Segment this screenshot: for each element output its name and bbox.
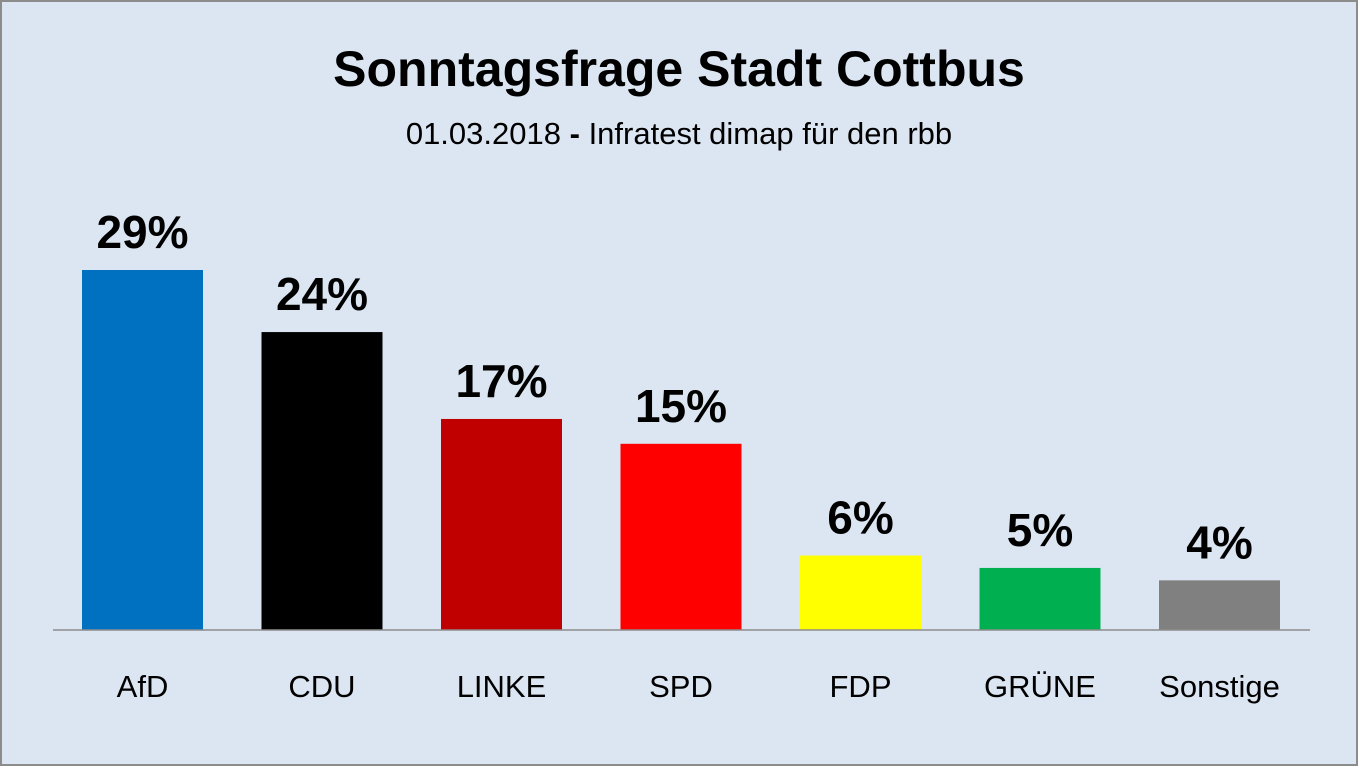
value-label-linke: 17% [455,355,547,407]
value-label-spd: 15% [635,380,727,432]
category-label-fdp: FDP [830,669,892,704]
category-label-linke: LINKE [457,669,547,704]
bar-afd [82,270,203,630]
bar-gr-ne [979,567,1101,630]
chart-subtitle: 01.03.2018 - Infratest dimap für den rbb [2,116,1356,152]
category-label-spd: SPD [649,669,713,704]
category-label-afd: AfD [117,669,169,704]
category-label-sonstige: Sonstige [1159,669,1280,704]
bar-fdp [800,555,921,630]
value-label-sonstige: 4% [1186,516,1252,568]
value-label-afd: 29% [96,206,188,258]
value-labels-group: 29% 24% 17% 15% 6% 5% 4% [96,206,1252,568]
bars-group [82,270,1280,630]
category-label-cdu: CDU [288,669,355,704]
bar-sonstige [1159,580,1280,630]
bar-linke [441,418,562,630]
chart-title: Sonntagsfrage Stadt Cottbus [333,41,1025,97]
bar-spd [620,443,742,630]
bar-cdu [261,332,383,630]
value-label-cdu: 24% [276,268,368,320]
value-label-fdp: 6% [827,492,893,544]
subtitle-date: 01.03.2018 [405,116,561,151]
subtitle-separator: - [569,116,580,151]
value-label-gr-ne: 5% [1007,504,1073,556]
category-label-gr-ne: GRÜNE [984,669,1096,704]
subtitle-source: Infratest dimap für den rbb [588,116,953,151]
category-labels-group: AfD CDU LINKE SPD FDP GRÜNE Sonstige [117,669,1280,704]
